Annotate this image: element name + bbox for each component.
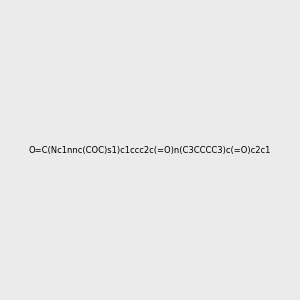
Text: O=C(Nc1nnc(COC)s1)c1ccc2c(=O)n(C3CCCC3)c(=O)c2c1: O=C(Nc1nnc(COC)s1)c1ccc2c(=O)n(C3CCCC3)c… (29, 146, 271, 154)
